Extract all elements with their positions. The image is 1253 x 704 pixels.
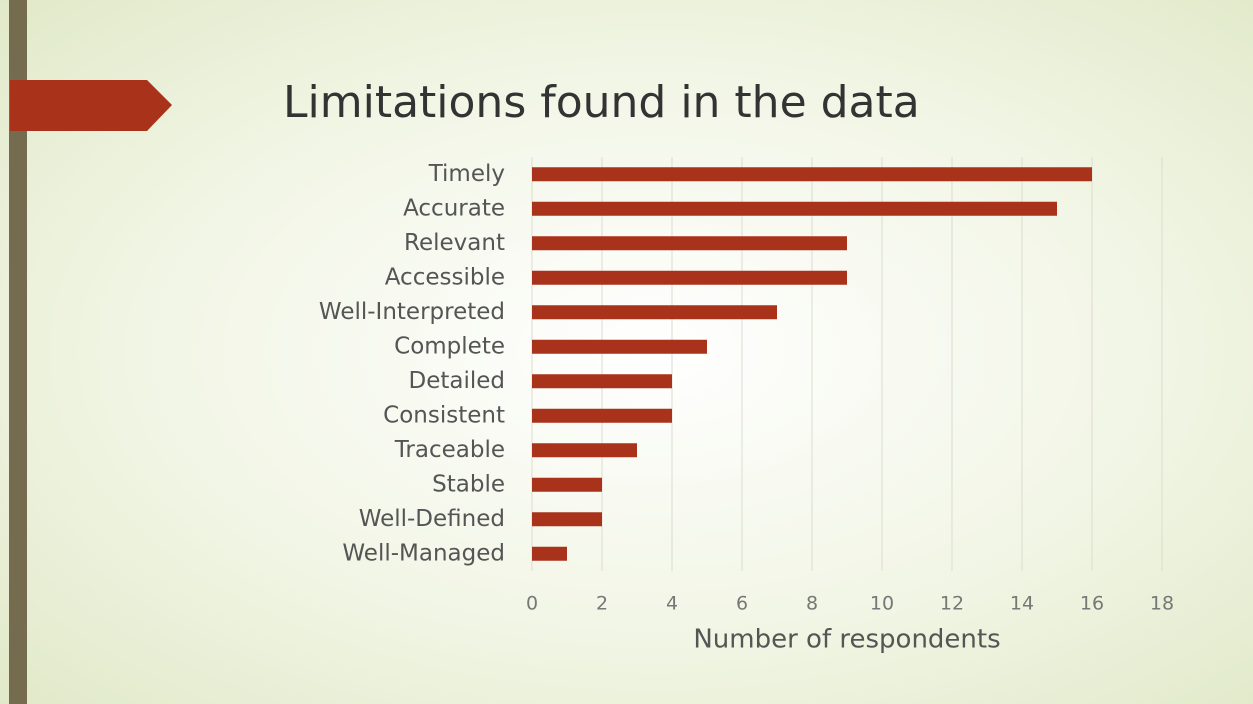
bar <box>532 236 847 251</box>
bar <box>532 443 637 458</box>
y-tick-label: Complete <box>394 333 505 359</box>
bar <box>532 339 707 354</box>
y-tick-label: Detailed <box>408 368 505 394</box>
y-tick-label: Well-Managed <box>342 540 505 566</box>
x-tick-label: 4 <box>666 593 678 615</box>
y-tick-label: Well-Interpreted <box>319 299 505 325</box>
bar <box>532 374 672 389</box>
bar <box>532 270 847 285</box>
y-tick-label: Timely <box>428 161 505 187</box>
y-tick-label: Accessible <box>385 264 505 290</box>
x-tick-label: 14 <box>1010 593 1034 615</box>
x-tick-label: 18 <box>1150 593 1174 615</box>
bar <box>532 201 1057 216</box>
y-tick-label: Accurate <box>403 195 505 221</box>
y-tick-label: Stable <box>432 471 505 497</box>
chart-title: Limitations found in the data <box>283 77 920 128</box>
bar <box>532 408 672 423</box>
y-tick-label: Well-Defined <box>359 506 505 532</box>
x-tick-label: 0 <box>526 593 538 615</box>
x-tick-label: 2 <box>596 593 608 615</box>
x-tick-label: 8 <box>806 593 818 615</box>
bar <box>532 512 602 527</box>
y-tick-label: Consistent <box>383 402 505 428</box>
bar <box>532 305 777 320</box>
x-tick-label: 6 <box>736 593 748 615</box>
x-tick-label: 12 <box>940 593 964 615</box>
y-tick-label: Relevant <box>404 230 505 256</box>
title-arrow <box>10 80 172 131</box>
bar <box>532 477 602 492</box>
x-tick-label: 16 <box>1080 593 1104 615</box>
x-tick-label: 10 <box>870 593 894 615</box>
side-strip <box>9 0 27 704</box>
bar <box>532 167 1092 182</box>
x-axis-title: Number of respondents <box>693 625 1000 655</box>
bar <box>532 546 567 561</box>
y-tick-label: Traceable <box>394 437 505 463</box>
